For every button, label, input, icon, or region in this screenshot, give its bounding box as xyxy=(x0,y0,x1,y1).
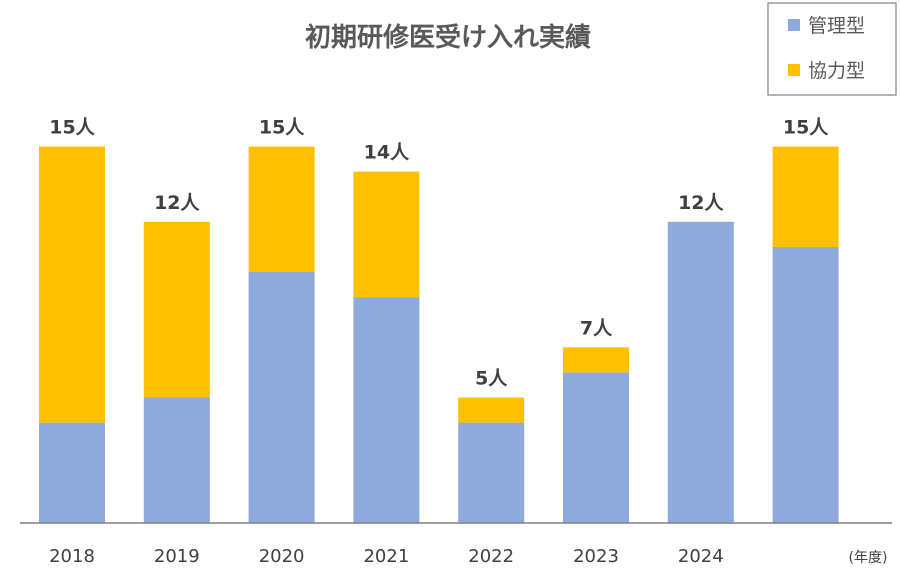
legend-box xyxy=(767,2,897,96)
total-label-2024: 12人 xyxy=(678,192,724,214)
bar-kanrigata-col8 xyxy=(772,246,839,523)
x-tick-label: 2021 xyxy=(363,546,409,567)
bar-kyoryokugata-2022 xyxy=(458,397,525,423)
bar-kyoryokugata-2021 xyxy=(353,171,420,298)
total-label-2022: 5人 xyxy=(475,368,508,390)
bar-kyoryokugata-2020 xyxy=(248,146,315,272)
total-label-col8: 15人 xyxy=(783,117,829,139)
bar-kyoryokugata-2018 xyxy=(39,146,105,423)
bars-layer xyxy=(39,146,839,524)
bar-kanrigata-2022 xyxy=(458,422,525,523)
total-label-2023: 7人 xyxy=(580,317,613,339)
legend: 管理型 協力型 xyxy=(767,2,897,96)
bar-kyoryokugata-2023 xyxy=(563,347,629,373)
bar-kanrigata-2019 xyxy=(143,397,210,523)
x-tick-label: 2019 xyxy=(154,546,200,567)
legend-label-kyoryokugata: 協力型 xyxy=(808,60,865,82)
x-tick-labels: 2018 2019 2020 2021 2022 2023 2024 xyxy=(49,546,724,567)
x-tick-label: 2022 xyxy=(468,546,514,567)
bar-kanrigata-2021 xyxy=(353,297,420,523)
bar-kanrigata-2023 xyxy=(563,372,629,523)
total-labels-layer: 15人 12人 15人 14人 5人 7人 12人 15人 xyxy=(49,117,829,390)
bar-kanrigata-2024 xyxy=(667,221,734,524)
total-label-2021: 14人 xyxy=(364,142,410,164)
x-tick-label: 2024 xyxy=(678,546,724,567)
total-label-2020: 15人 xyxy=(259,117,305,139)
bar-kyoryokugata-col8 xyxy=(772,146,839,247)
x-tick-label: 2020 xyxy=(259,546,305,567)
bar-kanrigata-2020 xyxy=(248,272,315,523)
legend-swatch-kanrigata xyxy=(788,19,800,31)
chart-title: 初期研修医受け入れ実績 xyxy=(305,22,591,53)
legend-label-kanrigata: 管理型 xyxy=(808,15,865,37)
x-tick-label: 2023 xyxy=(573,546,619,567)
total-label-2018: 15人 xyxy=(49,117,95,139)
total-label-2019: 12人 xyxy=(154,192,200,214)
bar-kyoryokugata-2019 xyxy=(143,221,210,398)
x-tick-label: 2018 xyxy=(49,546,95,567)
x-axis-unit: (年度) xyxy=(849,550,888,566)
bar-kanrigata-2018 xyxy=(39,422,105,523)
legend-swatch-kyoryokugata xyxy=(788,64,800,76)
